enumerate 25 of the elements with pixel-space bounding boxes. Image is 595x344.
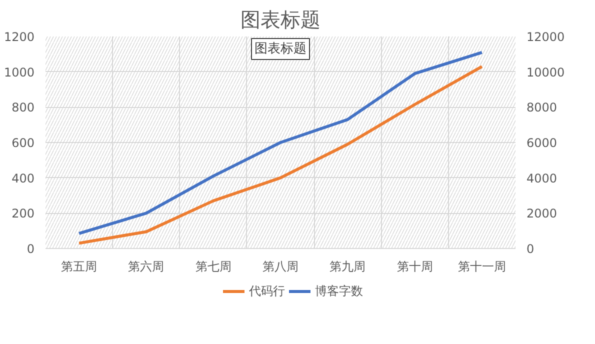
y2-tick-label: 0 xyxy=(526,242,534,256)
x-tick-label: 第十一周 xyxy=(458,260,506,274)
y2-tick-label: 4000 xyxy=(526,171,558,186)
x-tick-label: 第八周 xyxy=(262,260,298,274)
y2-tick-label: 10000 xyxy=(526,65,565,80)
y2-tick-label: 12000 xyxy=(526,30,565,44)
y-tick-label: 400 xyxy=(12,171,34,186)
x-tick-label: 第五周 xyxy=(61,260,98,274)
y-tick-label: 1200 xyxy=(4,30,35,44)
chart-title: 图表标题 xyxy=(240,8,320,32)
y-tick-label: 200 xyxy=(12,206,34,221)
x-tick-label: 第十周 xyxy=(396,260,433,274)
y-tick-label: 1000 xyxy=(4,65,35,80)
y2-tick-label: 2000 xyxy=(526,206,558,221)
y-tick-label: 800 xyxy=(12,100,34,115)
y2-tick-label: 6000 xyxy=(526,136,558,150)
x-tick-label: 第九周 xyxy=(330,260,366,274)
annotation: 图表标题 xyxy=(254,42,306,56)
y-tick-label: 600 xyxy=(12,136,34,150)
y2-tick-label: 8000 xyxy=(526,100,558,115)
x-tick-label: 第七周 xyxy=(195,260,232,274)
y-tick-label: 0 xyxy=(26,242,35,256)
x-tick-label: 第六周 xyxy=(128,260,164,274)
legend-label: 博客字数 xyxy=(315,282,363,300)
legend-label: 代码行 xyxy=(249,282,285,300)
